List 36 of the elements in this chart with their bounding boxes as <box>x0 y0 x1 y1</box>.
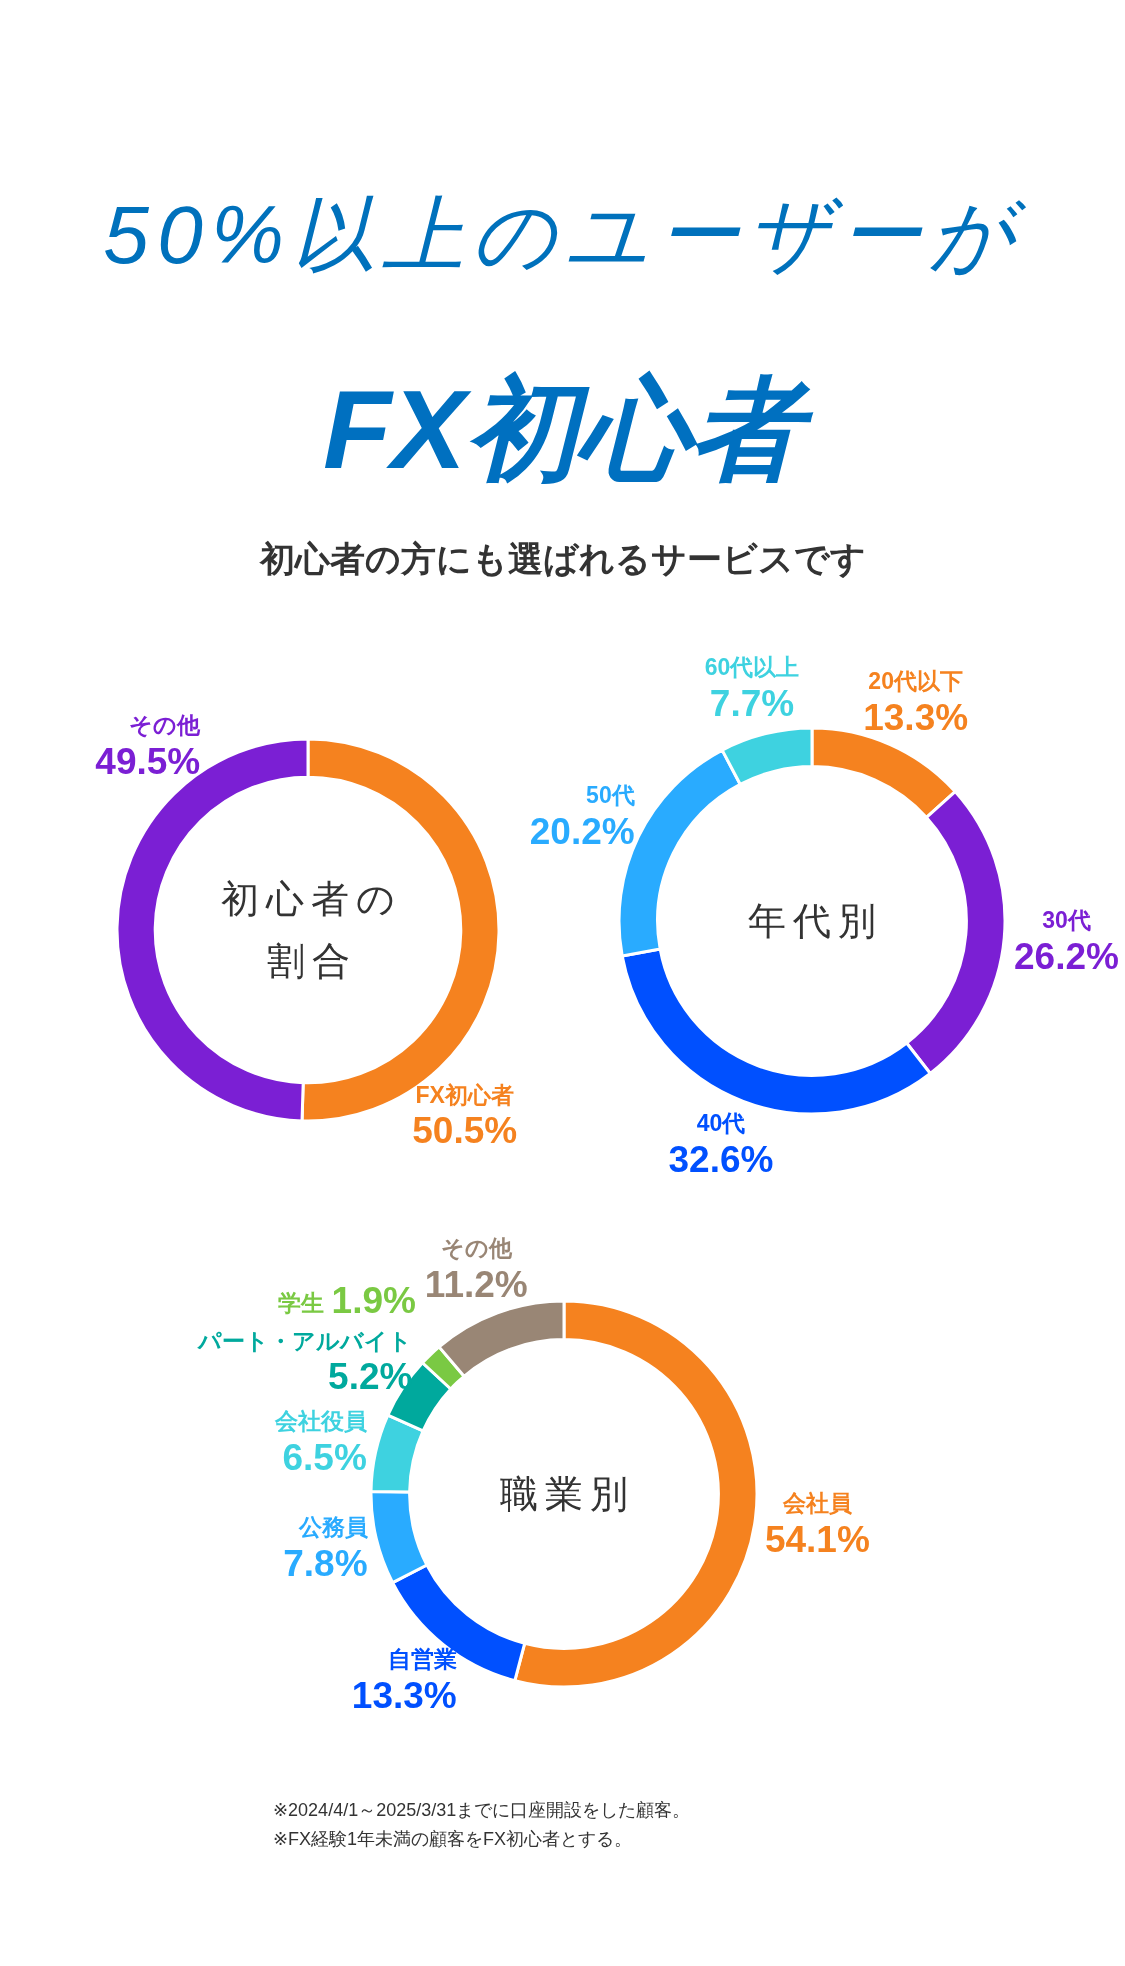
data-label: 26.2% <box>1014 936 1119 978</box>
data-label: 5.2% <box>328 1356 413 1398</box>
slice-label: 会社員 <box>781 1490 852 1517</box>
slice-label: パート・アルバイト <box>196 1327 413 1354</box>
slice-label: FX初心者 <box>415 1081 514 1108</box>
slice-label: その他 <box>440 1234 513 1261</box>
slice-label: 自営業 <box>387 1645 457 1672</box>
data-label: 7.7% <box>709 683 795 725</box>
text: 年代別 <box>747 899 884 944</box>
slice-label: その他 <box>129 711 202 738</box>
data-label: 11.2% <box>424 1263 528 1305</box>
text: ※2024/4/1～2025/3/31までに口座開設をした顧客。 <box>273 1799 692 1822</box>
data-label: 13.3% <box>863 696 969 738</box>
data-label: 32.6% <box>668 1138 774 1180</box>
data-label: 13.3% <box>351 1674 457 1716</box>
text: 50%以上のユーザーが <box>102 188 1027 282</box>
slice-label: 公務員 <box>297 1514 368 1541</box>
text: 職業別 <box>499 1472 636 1517</box>
slice-label: 30代 <box>1042 907 1091 934</box>
text: 初心者の方にも選ばれるサービスです <box>258 538 867 580</box>
data-label: 50.5% <box>412 1110 518 1152</box>
slice-label: 会社役員 <box>273 1407 367 1434</box>
text: FX初心者 <box>321 366 815 494</box>
data-label: 6.5% <box>282 1436 367 1478</box>
data-label: 49.5% <box>95 740 201 782</box>
data-label: 54.1% <box>764 1518 870 1560</box>
slice-label: 50代 <box>586 781 635 808</box>
text: 初心者の割合 <box>220 877 403 984</box>
data-label: 7.8% <box>283 1543 368 1585</box>
slice-label: 学生 <box>277 1289 324 1316</box>
slice-label: 40代 <box>696 1109 746 1136</box>
data-label: 1.9% <box>331 1279 416 1321</box>
slice-label: 20代以下 <box>868 667 963 694</box>
slice-label: 60代以上 <box>704 654 800 681</box>
data-label: 20.2% <box>529 810 635 852</box>
text: ※FX経験1年未満の顧客をFX初心者とする。 <box>273 1828 634 1851</box>
